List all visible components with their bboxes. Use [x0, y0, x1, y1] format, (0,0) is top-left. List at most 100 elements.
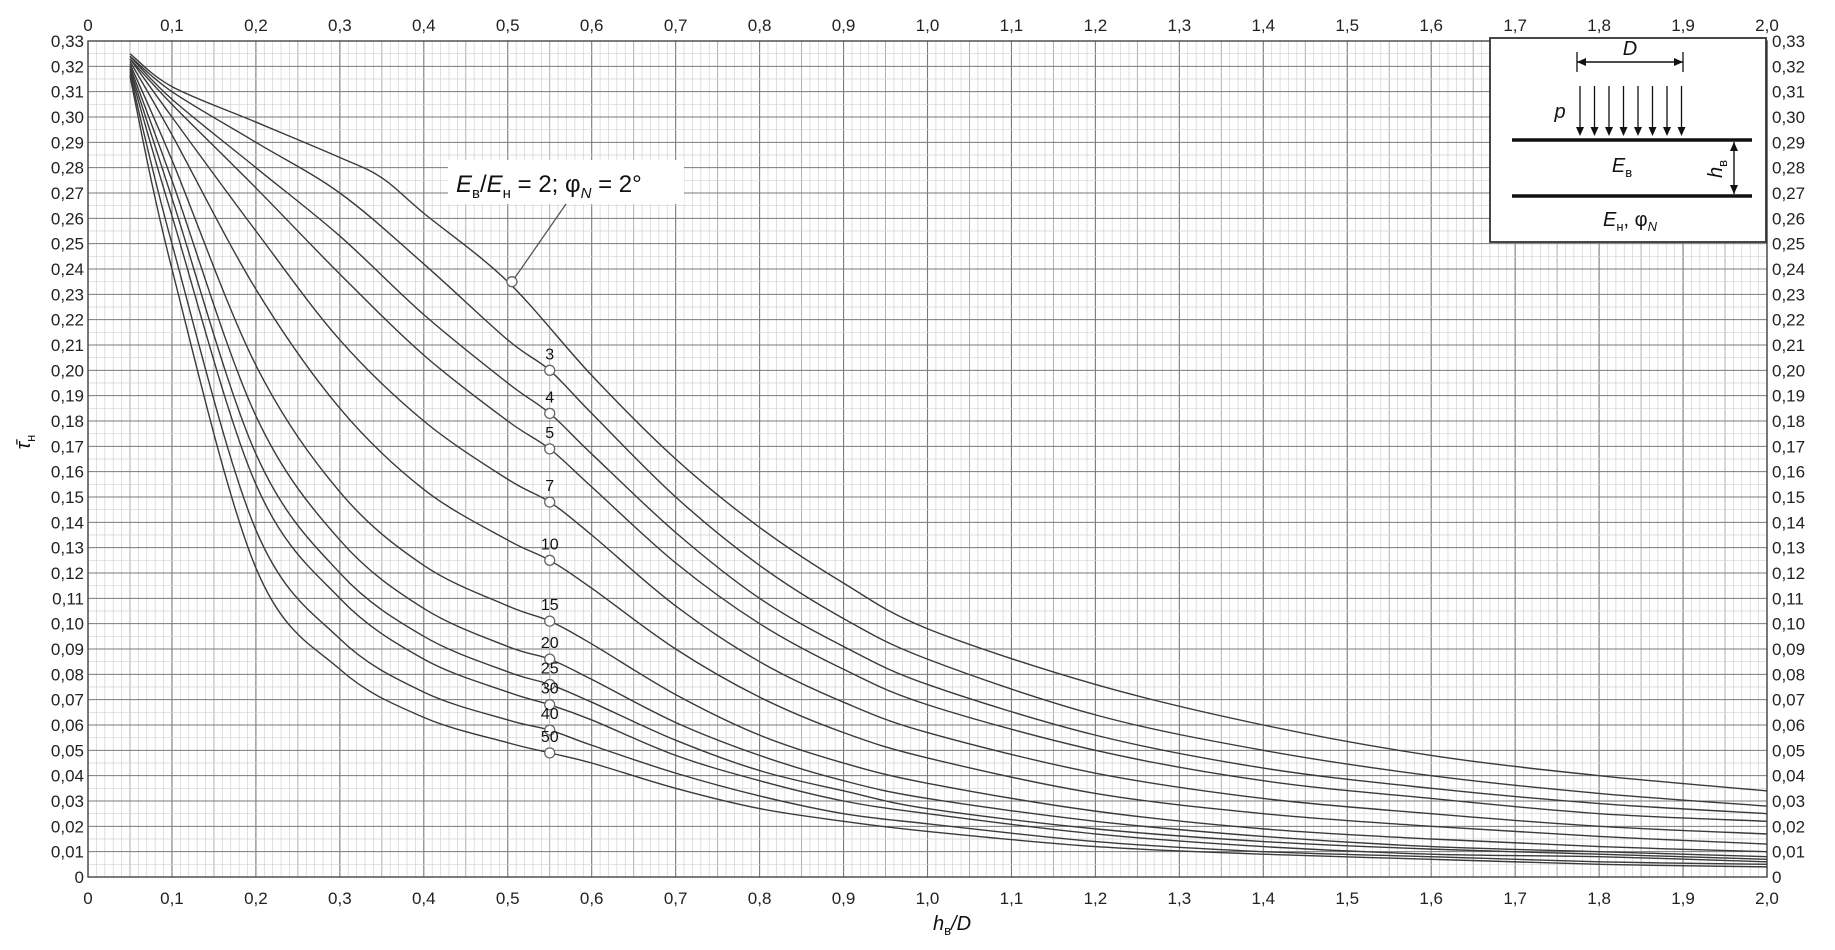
- y-tick-label-left: 0,23: [51, 285, 84, 304]
- y-tick-label-right: 0,07: [1772, 691, 1805, 710]
- curve-marker-25: [544, 678, 556, 691]
- y-tick-label-right: 0,11: [1772, 589, 1804, 608]
- curve-marker-5: [544, 443, 556, 455]
- x-tick-label-bottom: 1,6: [1419, 889, 1443, 908]
- curve-label-15: 15: [541, 597, 559, 614]
- x-tick-label-top: 0,9: [832, 16, 856, 35]
- curve-marker-50: [544, 747, 556, 759]
- y-tick-label-left: 0,03: [51, 792, 84, 811]
- x-tick-label-top: 0,7: [664, 16, 688, 35]
- y-tick-label-right: 0,33: [1772, 32, 1805, 51]
- curve-marker-7: [544, 496, 556, 508]
- x-tick-label-bottom: 1,7: [1503, 889, 1527, 908]
- x-tick-label-bottom: 0,7: [664, 889, 688, 908]
- y-tick-label-left: 0,24: [51, 260, 84, 279]
- tick-labels: 0 0 0,1 0,1 0,2 0,2 0,3 0,3 0,4 0,4 0,5 0,5 0,6 0,6 0,…: [51, 16, 1805, 908]
- x-tick-label-top: 1,1: [1000, 16, 1024, 35]
- curve-label-50: 50: [541, 729, 559, 746]
- curve-label-3: 3: [545, 346, 554, 363]
- y-tick-label-left: 0,29: [51, 133, 84, 152]
- curve-series-50: [129, 76, 1768, 868]
- x-axis-title: hв/D: [933, 913, 971, 938]
- load-arrow-head: [1590, 127, 1599, 136]
- y-tick-label-left: 0,33: [51, 32, 84, 51]
- curve-label-4: 4: [545, 389, 554, 406]
- y-tick-label-right: 0,16: [1772, 463, 1805, 482]
- x-tick-label-top: 1,5: [1335, 16, 1359, 35]
- y-tick-label-right: 0,20: [1772, 361, 1805, 380]
- y-tick-label-right: 0,05: [1772, 741, 1805, 760]
- y-tick-label-left: 0,01: [51, 843, 84, 862]
- x-tick-label-top: 1,3: [1168, 16, 1192, 35]
- x-tick-label-top: 2,0: [1755, 16, 1779, 35]
- curve-marker-10: [544, 554, 556, 566]
- x-tick-label-bottom: 0,4: [412, 889, 436, 908]
- curve-series-25: [129, 68, 1768, 860]
- annotation-leader: [514, 203, 567, 279]
- x-tick-label-bottom: 0: [83, 889, 92, 908]
- annotation-box: [448, 160, 684, 204]
- y-tick-label-left: 0,21: [51, 336, 84, 355]
- y-tick-label-left: 0,27: [51, 184, 84, 203]
- x-tick-label-bottom: 0,9: [832, 889, 856, 908]
- thickness-arrow-top: [1730, 142, 1738, 151]
- y-tick-label-left: 0,10: [51, 615, 84, 634]
- svg-text:hв: hв: [1705, 160, 1730, 178]
- curve-label-20: 20: [541, 635, 559, 652]
- x-tick-label-bottom: 1,2: [1084, 889, 1108, 908]
- x-tick-label-top: 1,9: [1671, 16, 1695, 35]
- y-tick-label-left: 0,25: [51, 235, 84, 254]
- load-arrow-head: [1663, 127, 1671, 136]
- inset-label-p: p: [1553, 101, 1565, 123]
- load-arrow-head: [1677, 127, 1686, 136]
- y-tick-label-left: 0,32: [51, 57, 84, 76]
- curve-series-10: [129, 60, 1768, 845]
- y-tick-label-left: 0,12: [51, 564, 84, 583]
- plot-frame: [87, 40, 1768, 878]
- dimension-arrow-left: [1577, 58, 1586, 66]
- y-tick-label-left: 0,02: [51, 817, 84, 836]
- x-tick-label-bottom: 1,4: [1251, 889, 1275, 908]
- inset-label-eb: Eв: [1612, 155, 1632, 180]
- x-tick-label-bottom: 1,9: [1671, 889, 1695, 908]
- y-tick-label-right: 0,14: [1772, 513, 1805, 532]
- y-tick-label-right: 0,18: [1772, 412, 1805, 431]
- thickness-arrow-bottom: [1730, 185, 1738, 194]
- y-tick-label-right: 0,10: [1772, 615, 1805, 634]
- y-tick-label-right: 0,31: [1772, 83, 1805, 102]
- y-tick-label-left: 0,06: [51, 716, 84, 735]
- load-arrow-head: [1605, 127, 1613, 136]
- x-tick-label-top: 0,6: [580, 16, 604, 35]
- y-tick-label-right: 0,27: [1772, 184, 1805, 203]
- curve-marker-30: [544, 699, 556, 711]
- load-arrows: [1576, 86, 1686, 136]
- curve-marker-40: [544, 724, 556, 736]
- y-tick-label-left: 0,19: [51, 387, 84, 406]
- y-tick-label-left: 0,07: [51, 691, 84, 710]
- y-tick-label-right: 0,04: [1772, 767, 1805, 786]
- curve-marker-20: [544, 653, 556, 665]
- y-tick-label-left: 0,08: [51, 665, 84, 684]
- dimension-arrow-right: [1674, 58, 1683, 66]
- y-tick-label-right: 0,01: [1772, 843, 1805, 862]
- x-tick-label-bottom: 0,3: [328, 889, 352, 908]
- curve-label-25: 25: [541, 660, 559, 677]
- y-tick-label-right: 0,09: [1772, 640, 1805, 659]
- y-tick-label-right: 0,08: [1772, 665, 1805, 684]
- y-tick-label-right: 0,26: [1772, 209, 1805, 228]
- y-tick-label-left: 0,26: [51, 209, 84, 228]
- y-tick-label-right: 0,24: [1772, 260, 1805, 279]
- x-tick-label-bottom: 2,0: [1755, 889, 1779, 908]
- y-tick-label-right: 0,12: [1772, 564, 1805, 583]
- x-tick-label-top: 1,4: [1251, 16, 1275, 35]
- y-tick-label-right: 0,28: [1772, 159, 1805, 178]
- x-tick-label-bottom: 0,2: [244, 889, 268, 908]
- y-tick-label-right: 0: [1772, 868, 1781, 887]
- x-tick-label-bottom: 0,8: [748, 889, 772, 908]
- y-tick-label-right: 0,02: [1772, 817, 1805, 836]
- x-tick-label-top: 0,1: [160, 16, 184, 35]
- y-tick-label-left: 0,22: [51, 311, 84, 330]
- curve-series-40: [129, 73, 1768, 866]
- x-tick-label-bottom: 1,1: [1000, 889, 1024, 908]
